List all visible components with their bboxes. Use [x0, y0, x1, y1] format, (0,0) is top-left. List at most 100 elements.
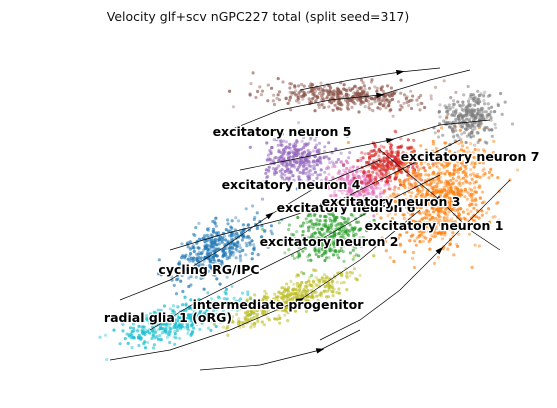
scatter-point: [382, 164, 386, 168]
scatter-point: [336, 157, 340, 162]
scatter-point: [380, 165, 384, 170]
scatter-point: [482, 221, 486, 225]
scatter-point: [384, 106, 388, 110]
scatter-point: [387, 160, 391, 164]
scatter-point: [264, 305, 268, 309]
scatter-point: [364, 242, 368, 246]
scatter-point: [393, 212, 398, 216]
scatter-point: [433, 161, 437, 165]
scatter-point: [440, 210, 444, 214]
scatter-point: [362, 84, 366, 88]
scatter-point: [385, 149, 389, 153]
scatter-point: [424, 148, 428, 152]
scatter-point: [246, 305, 250, 309]
scatter-point: [249, 325, 253, 329]
scatter-point: [421, 203, 425, 207]
scatter-point: [421, 211, 425, 215]
scatter-point: [185, 321, 189, 325]
scatter-point: [336, 96, 340, 100]
scatter-point: [226, 229, 231, 233]
scatter-point: [126, 314, 131, 318]
scatter-point: [298, 160, 303, 164]
scatter-point: [435, 182, 439, 186]
scatter-point: [346, 218, 350, 222]
scatter-point: [298, 290, 302, 294]
scatter-point: [332, 242, 336, 246]
scatter-point: [179, 268, 183, 272]
scatter-point: [214, 324, 218, 329]
scatter-point: [233, 242, 237, 246]
scatter-point: [311, 96, 315, 101]
scatter-point: [424, 173, 428, 177]
cluster-points-9: [346, 115, 520, 270]
scatter-point: [454, 179, 458, 183]
scatter-point: [384, 98, 388, 102]
scatter-point: [305, 220, 309, 225]
scatter-point: [296, 93, 300, 97]
scatter-point: [293, 145, 297, 149]
scatter-point: [330, 279, 335, 283]
scatter-point: [361, 204, 365, 208]
scatter-point: [132, 329, 136, 333]
scatter-point: [334, 184, 338, 188]
scatter-point: [442, 185, 446, 189]
scatter-point: [415, 221, 419, 225]
scatter-point: [411, 233, 415, 237]
scatter-point: [473, 103, 477, 107]
scatter-point: [494, 126, 498, 130]
scatter-point: [421, 239, 425, 243]
scatter-point: [178, 336, 182, 340]
scatter-point: [372, 162, 376, 166]
scatter-point: [287, 181, 291, 185]
scatter-point: [191, 322, 195, 326]
scatter-point: [313, 238, 317, 242]
scatter-point: [241, 324, 245, 328]
scatter-point: [364, 98, 368, 103]
scatter-point: [454, 197, 459, 202]
scatter-point: [246, 290, 250, 294]
scatter-point: [411, 172, 416, 176]
scatter-point: [327, 288, 331, 292]
scatter-point: [201, 263, 205, 267]
scatter-point: [332, 287, 336, 291]
scatter-point: [323, 224, 327, 228]
scatter-point: [362, 194, 366, 198]
scatter-point: [337, 287, 341, 291]
cluster-label: intermediate progenitor: [193, 297, 365, 312]
scatter-point: [266, 153, 270, 157]
scatter-point: [452, 113, 457, 118]
scatter-point: [352, 226, 356, 230]
scatter-point: [406, 167, 410, 171]
scatter-point: [216, 302, 220, 306]
scatter-point: [419, 144, 423, 148]
scatter-point: [280, 286, 284, 290]
scatter-point: [255, 308, 260, 312]
scatter-point: [459, 188, 463, 192]
scatter-point: [286, 288, 290, 292]
scatter-point: [141, 319, 146, 323]
scatter-point: [318, 86, 323, 90]
scatter-point: [380, 85, 385, 89]
scatter-point: [333, 164, 337, 168]
scatter-point: [334, 249, 338, 253]
scatter-point: [296, 250, 300, 255]
scatter-point: [235, 231, 239, 235]
scatter-point: [320, 96, 325, 100]
scatter-point: [313, 245, 317, 250]
scatter-point: [255, 315, 259, 319]
scatter-point: [245, 303, 249, 307]
scatter-point: [455, 133, 459, 137]
scatter-point: [414, 194, 418, 198]
scatter-point: [487, 176, 491, 180]
scatter-point: [176, 327, 180, 331]
scatter-point: [209, 318, 213, 322]
cluster-label: excitatory neuron 5: [213, 124, 352, 139]
scatter-point: [452, 102, 456, 106]
scatter-point: [314, 275, 318, 279]
scatter-point: [409, 160, 413, 164]
scatter-point: [354, 180, 358, 185]
scatter-point: [253, 293, 257, 297]
scatter-point: [252, 315, 256, 319]
scatter-point: [367, 191, 371, 196]
scatter-point: [363, 174, 367, 178]
